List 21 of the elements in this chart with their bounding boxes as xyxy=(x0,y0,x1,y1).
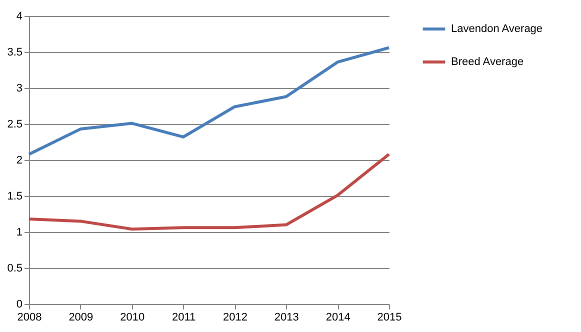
y-tick-label: 3.5 xyxy=(7,46,22,58)
line-series xyxy=(28,152,390,231)
y-tick-label: 2.5 xyxy=(7,118,22,130)
line-series xyxy=(28,46,390,156)
x-tick-label: 2009 xyxy=(68,312,94,324)
x-tick-label: 2008 xyxy=(17,312,42,324)
y-tick-label: 1 xyxy=(16,226,22,238)
y-tick-label: 4 xyxy=(16,10,22,22)
x-tick-label: 2014 xyxy=(326,312,350,324)
x-tick-label: 2011 xyxy=(172,312,196,324)
legend-label: Lavendon Average xyxy=(451,23,543,35)
legend-label: Breed Average xyxy=(451,56,524,68)
x-tick-label: 2012 xyxy=(222,312,248,324)
x-tick-label: 2015 xyxy=(377,312,402,324)
y-tick-label: 0.5 xyxy=(7,262,22,274)
y-tick-label: 2 xyxy=(16,154,22,166)
x-tick-label: 2013 xyxy=(274,312,299,324)
y-tick-label: 1.5 xyxy=(7,190,22,202)
y-tick-label: 3 xyxy=(16,82,22,94)
x-tick-label: 2010 xyxy=(120,312,145,324)
y-tick-label: 0 xyxy=(16,298,22,310)
